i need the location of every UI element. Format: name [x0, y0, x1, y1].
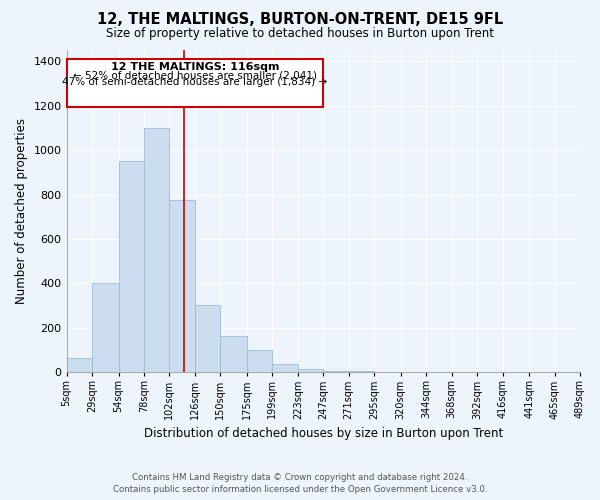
Text: 47% of semi-detached houses are larger (1,834) →: 47% of semi-detached houses are larger (… [62, 77, 328, 87]
Bar [298, 369, 323, 372]
Text: 12 THE MALTINGS: 116sqm: 12 THE MALTINGS: 116sqm [110, 62, 279, 72]
Text: Contains HM Land Registry data © Crown copyright and database right 2024.
Contai: Contains HM Land Registry data © Crown c… [113, 472, 487, 494]
Bar [169, 200, 195, 372]
Bar [272, 364, 298, 372]
Bar [349, 371, 374, 372]
Text: ← 52% of detached houses are smaller (2,041): ← 52% of detached houses are smaller (2,… [73, 70, 317, 81]
Text: Size of property relative to detached houses in Burton upon Trent: Size of property relative to detached ho… [106, 28, 494, 40]
Bar [323, 370, 349, 372]
Bar [67, 358, 92, 372]
Bar [247, 350, 272, 372]
Bar [220, 336, 247, 372]
Text: 12, THE MALTINGS, BURTON-ON-TRENT, DE15 9FL: 12, THE MALTINGS, BURTON-ON-TRENT, DE15 … [97, 12, 503, 28]
Bar [92, 284, 119, 372]
Bar [119, 161, 144, 372]
FancyBboxPatch shape [67, 59, 323, 106]
Bar [144, 128, 169, 372]
X-axis label: Distribution of detached houses by size in Burton upon Trent: Distribution of detached houses by size … [143, 427, 503, 440]
Y-axis label: Number of detached properties: Number of detached properties [15, 118, 28, 304]
Bar [195, 304, 220, 372]
